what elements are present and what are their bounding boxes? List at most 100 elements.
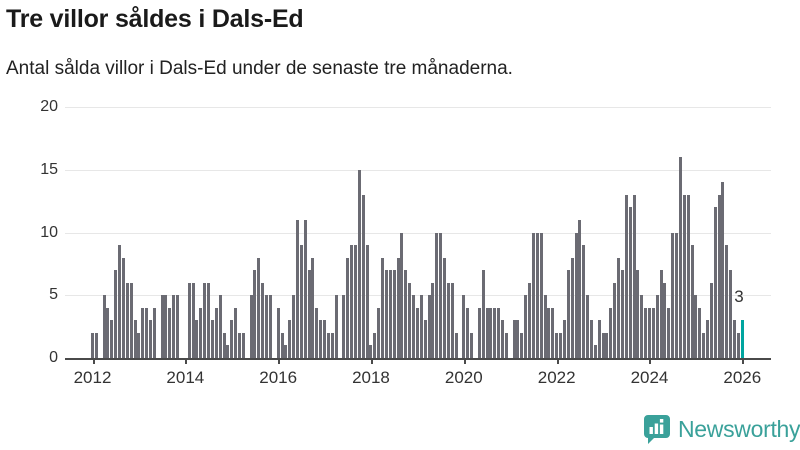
bar <box>624 194 628 358</box>
bar <box>736 332 740 358</box>
x-axis-label-2022: 2022 <box>537 368 576 387</box>
bar <box>593 345 597 358</box>
newsworthy-logo[interactable]: Newsworthy <box>644 415 800 444</box>
bar <box>412 295 416 358</box>
bar <box>218 295 222 358</box>
gridline-y10 <box>65 232 771 234</box>
bar <box>709 282 713 358</box>
bar <box>655 295 659 358</box>
chart-subtitle: Antal sålda villor i Dals-Ed under de se… <box>6 58 513 79</box>
bar <box>176 295 180 358</box>
x-tick-2014 <box>185 358 188 364</box>
x-axis-label-2024: 2024 <box>630 368 669 387</box>
bar <box>222 332 226 358</box>
bar <box>543 295 547 358</box>
newsworthy-logo-text: Newsworthy <box>678 416 800 442</box>
bar <box>605 332 609 358</box>
latest-value-label: 3 <box>734 287 744 306</box>
bar <box>489 307 493 358</box>
bar <box>733 320 737 358</box>
bar <box>114 270 118 358</box>
y-axis-label-5: 5 <box>49 286 58 304</box>
bar <box>102 295 106 358</box>
bar <box>694 295 698 358</box>
bar <box>94 332 98 358</box>
bar <box>454 332 458 358</box>
bar <box>276 307 280 358</box>
bar <box>566 270 570 358</box>
bar <box>501 320 504 358</box>
bar <box>678 157 682 358</box>
bar <box>323 320 327 358</box>
bar <box>497 307 501 358</box>
bar <box>512 320 516 358</box>
bar <box>392 270 396 358</box>
bar <box>620 270 624 358</box>
x-tick-2026 <box>742 358 745 364</box>
bar <box>559 332 563 358</box>
x-axis-label-2026: 2026 <box>723 368 762 387</box>
bar <box>535 232 539 358</box>
bar <box>396 257 400 358</box>
x-axis-label-2020: 2020 <box>444 368 483 387</box>
bar <box>207 282 211 358</box>
x-tick-2022 <box>556 358 559 364</box>
bar <box>373 332 377 358</box>
bar <box>690 245 694 358</box>
x-tick-2018 <box>370 358 373 364</box>
x-tick-2012 <box>92 358 95 364</box>
bar <box>199 307 203 358</box>
bar <box>613 282 617 358</box>
bar <box>717 194 721 358</box>
bar <box>346 257 350 358</box>
bar <box>647 307 651 358</box>
bar <box>686 194 690 358</box>
bar <box>400 232 404 358</box>
bar <box>539 232 543 358</box>
bar <box>172 295 176 358</box>
bar <box>280 332 284 358</box>
bar <box>234 307 238 358</box>
x-axis-label-2016: 2016 <box>259 368 298 387</box>
bar <box>516 320 520 358</box>
bar <box>520 332 524 358</box>
bar <box>636 270 640 358</box>
bar <box>168 307 172 358</box>
bar <box>133 320 137 358</box>
bar <box>357 169 361 358</box>
bar <box>191 282 195 358</box>
bar <box>493 307 497 358</box>
bar <box>388 270 392 358</box>
x-axis-label-2014: 2014 <box>166 368 205 387</box>
gridline-y20 <box>65 107 771 108</box>
bar <box>334 295 338 358</box>
bar <box>531 232 535 358</box>
bar <box>659 270 663 358</box>
bar <box>249 295 253 358</box>
y-axis-label-15: 15 <box>40 160 58 178</box>
bar <box>330 332 334 358</box>
bar <box>145 307 149 358</box>
x-tick-2016 <box>278 358 281 364</box>
bar <box>450 282 454 358</box>
bar <box>149 320 153 358</box>
y-axis-label-10: 10 <box>40 223 58 241</box>
y-axis-label-20: 20 <box>40 98 58 115</box>
bar <box>551 307 555 358</box>
bar <box>265 295 269 358</box>
bar <box>446 282 450 358</box>
bar <box>706 320 709 358</box>
bar <box>415 307 419 358</box>
x-tick-2020 <box>463 358 466 364</box>
x-tick-2024 <box>649 358 652 364</box>
bar <box>601 332 605 358</box>
bar <box>137 332 141 358</box>
bar <box>640 295 644 358</box>
bar <box>288 320 292 358</box>
bar <box>129 282 133 358</box>
bar <box>141 307 145 358</box>
bar <box>296 219 299 358</box>
bar <box>241 332 245 358</box>
bar <box>361 194 365 358</box>
